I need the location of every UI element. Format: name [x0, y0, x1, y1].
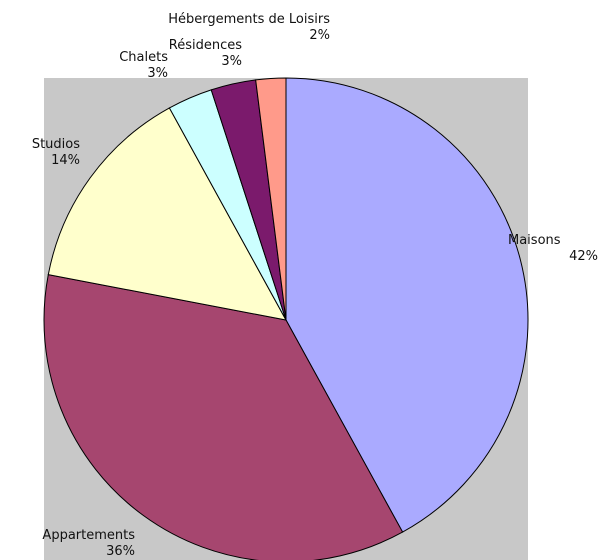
- slice-label: Chalets 3%: [88, 50, 168, 82]
- slice-name: Maisons: [508, 233, 561, 248]
- pie-slice: [47, 107, 287, 321]
- slice-name: Appartements: [42, 528, 135, 543]
- slice-label: Maisons 42%: [508, 233, 598, 265]
- slice-percent: 3%: [221, 54, 242, 69]
- slice-label: Résidences 3%: [142, 38, 242, 70]
- slice-percent: 14%: [51, 153, 80, 168]
- slice-name: Chalets: [119, 50, 168, 65]
- pie-slice: [255, 77, 287, 321]
- pie-slice: [285, 77, 529, 533]
- slice-percent: 3%: [147, 66, 168, 81]
- slice-label: Appartements 36%: [5, 528, 135, 560]
- slice-label: Hébergements de Loisirs 2%: [160, 12, 330, 44]
- slice-percent: 42%: [569, 249, 598, 264]
- slice-name: Studios: [31, 137, 80, 152]
- slice-percent: 36%: [106, 544, 135, 559]
- slice-name: Résidences: [168, 38, 242, 53]
- slice-name: Hébergements de Loisirs: [168, 12, 330, 27]
- pie-slice: [43, 274, 404, 560]
- slice-percent: 2%: [309, 28, 330, 43]
- slice-label: Studios 14%: [0, 137, 80, 169]
